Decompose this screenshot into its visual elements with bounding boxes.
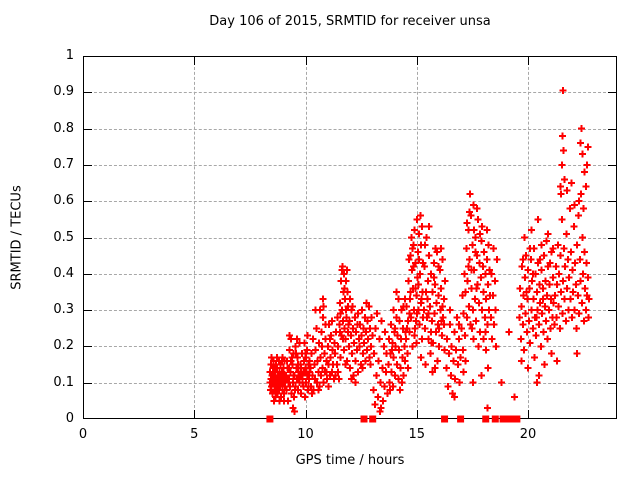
x-tick-top	[416, 57, 418, 65]
y-tick-left	[84, 310, 92, 312]
zero-value-marker	[360, 415, 368, 423]
x-tick-bottom	[416, 410, 418, 418]
x-tick-label: 5	[190, 427, 199, 442]
x-gridline	[416, 57, 418, 418]
x-tick-label: 10	[297, 427, 314, 442]
y-tick-left	[84, 201, 92, 203]
zero-value-marker	[504, 415, 512, 423]
zero-value-marker	[508, 415, 516, 423]
y-gridline	[84, 273, 616, 275]
y-tick-right	[608, 273, 616, 275]
y-tick-label: 0.9	[53, 84, 74, 100]
y-tick-label: 0.1	[53, 374, 74, 390]
y-tick-label: 0.7	[53, 156, 74, 172]
y-tick-left	[84, 92, 92, 94]
y-tick-label: 1	[65, 48, 74, 63]
y-tick-right	[608, 92, 616, 94]
y-tick-right	[608, 164, 616, 166]
y-gridline	[84, 164, 616, 166]
x-gridline	[194, 57, 196, 418]
zero-value-marker	[441, 415, 449, 423]
chart-title: Day 106 of 2015, SRMTID for receiver uns…	[209, 14, 491, 29]
y-tick-right	[608, 346, 616, 348]
y-tick-right	[608, 382, 616, 384]
y-tick-left	[84, 273, 92, 275]
y-tick-label: 0.5	[53, 229, 74, 245]
scatter-plus-markers	[266, 87, 593, 415]
y-tick-label: 0.8	[53, 120, 74, 136]
x-tick-label: 0	[78, 427, 88, 442]
y-tick-label: 0	[65, 411, 74, 426]
x-tick-bottom	[305, 410, 307, 418]
y-gridline	[84, 201, 616, 203]
x-gridline	[528, 57, 529, 418]
zero-value-marker	[369, 415, 377, 423]
y-tick-label: 0.4	[53, 265, 74, 281]
y-tick-label: 0.6	[53, 193, 74, 209]
y-gridline	[84, 382, 616, 384]
y-tick-right	[608, 310, 616, 312]
x-tick-bottom	[194, 410, 196, 418]
y-tick-label: 0.3	[53, 302, 74, 318]
zero-value-marker	[513, 415, 521, 423]
y-tick-left	[84, 346, 92, 348]
y-tick-left	[84, 237, 92, 239]
x-tick-bottom	[528, 410, 529, 418]
y-tick-left	[84, 128, 92, 130]
x-gridline	[305, 57, 307, 418]
x-tick-top	[305, 57, 307, 65]
x-tick-top	[194, 57, 196, 65]
zero-value-marker	[491, 415, 499, 423]
y-gridline	[84, 237, 616, 239]
zero-value-marker	[482, 415, 490, 423]
x-tick-top	[528, 57, 529, 65]
y-tick-left	[84, 164, 92, 166]
y-gridline	[84, 92, 616, 94]
y-tick-right	[608, 237, 616, 239]
zero-value-marker	[499, 415, 507, 423]
zero-value-marker	[457, 415, 465, 423]
x-axis-label: GPS time / hours	[295, 453, 405, 468]
y-tick-left	[84, 382, 92, 384]
y-tick-label: 0.2	[53, 338, 74, 354]
x-tick-label: 20	[519, 427, 537, 442]
zero-value-marker	[266, 415, 274, 423]
y-tick-right	[608, 201, 616, 203]
x-tick-label: 15	[408, 427, 426, 442]
y-tick-right	[608, 128, 616, 130]
y-gridline	[84, 128, 616, 130]
